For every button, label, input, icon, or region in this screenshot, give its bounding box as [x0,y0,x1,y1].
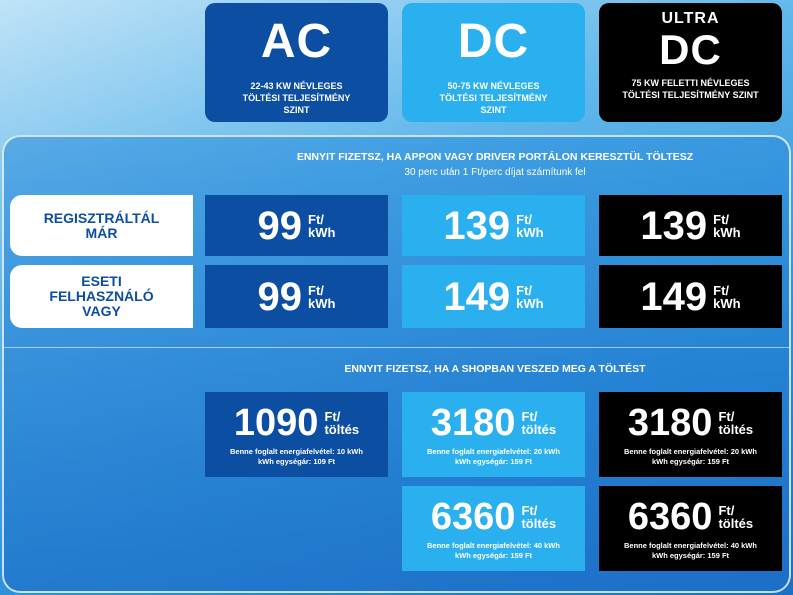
ultra-subtitle: 75 kW FELETTI NÉVLEGES TÖLTÉSI TELJESÍTM… [622,78,759,100]
price-ultra-registered: 139 Ft/kWh [599,195,782,256]
unit-bottom: kWh [516,295,544,311]
app-section-title: ENNYIT FIZETSZ, HA APPON VAGY DRIVER POR… [296,151,694,163]
price-ultra-occasional: 149 Ft/kWh [599,265,782,328]
price-value: 139 [640,203,708,248]
unit-top: Ft/ [516,211,533,227]
dc-subtitle: 50-75 kW NÉVLEGES TÖLTÉSI TELJESÍTMÉNY S… [439,81,548,115]
row-label-occasional: ESETI FELHASZNÁLÓ VAGY [10,265,193,328]
ac-subtitle: 22-43 kW NÉVLEGES TÖLTÉSI TELJESÍTMÉNY S… [242,81,351,115]
unit-bottom: töltés [521,422,557,437]
row2-label-line1: ESETI [81,273,122,289]
row2-label-line2: FELHASZNÁLÓ [49,288,154,304]
unit-top: Ft/ [718,503,735,518]
price-value: 99 [257,203,303,248]
unit-top: Ft/ [521,409,538,424]
shop-ultra-card-1: 3180 Ft/töltés Benne foglalt energiafelv… [599,392,782,477]
unit-bottom: kWh [308,295,336,311]
shop-energy: Benne foglalt energiafelvétel: 40 kWh [624,541,757,550]
shop-energy: Benne foglalt energiafelvétel: 10 kWh [230,447,363,456]
shop-price: 3180 [430,402,516,444]
shop-unit-price: kWh egységár: 159 Ft [454,551,533,560]
ac-header-card: AC 22-43 kW NÉVLEGES TÖLTÉSI TELJESÍTMÉN… [205,3,388,122]
row1-label-line2: MÁR [85,224,118,241]
row-label-registered: REGISZTRÁLTÁL MÁR [10,195,193,256]
unit-top: Ft/ [713,282,730,298]
price-value: 99 [257,274,303,319]
price-dc-registered: 139 Ft/kWh [402,195,585,256]
price-ac-registered: 99 Ft/kWh [205,195,388,256]
shop-price: 6360 [430,496,516,538]
shop-dc-card-1: 3180 Ft/töltés Benne foglalt energiafelv… [402,392,585,477]
price-value: 139 [443,203,511,248]
shop-energy: Benne foglalt energiafelvétel: 20 kWh [624,447,757,456]
dc-header-card: DC 50-75 kW NÉVLEGES TÖLTÉSI TELJESÍTMÉN… [402,3,585,122]
unit-bottom: kWh [516,224,544,240]
shop-unit-price: kWh egységár: 159 Ft [454,457,533,466]
unit-bottom: kWh [713,295,741,311]
price-value: 149 [640,274,708,319]
ultra-prefix: ULTRA [661,10,720,27]
price-ac-occasional: 99 Ft/kWh [205,265,388,328]
ultra-header-card: ULTRA DC 75 kW FELETTI NÉVLEGES TÖLTÉSI … [599,3,782,122]
unit-bottom: töltés [521,516,557,531]
shop-unit-price: kWh egységár: 109 Ft [257,457,336,466]
row1-label-line1: REGISZTRÁLTÁL [43,209,160,226]
unit-top: Ft/ [308,282,324,298]
shop-dc-card-2: 6360 Ft/töltés Benne foglalt energiafelv… [402,486,585,571]
shop-section-title: ENNYIT FIZETSZ, HA A SHOPBAN VESZED MEG … [344,363,646,375]
ultra-title: DC [659,26,722,73]
price-value: 149 [443,274,511,319]
unit-top: Ft/ [713,211,730,227]
shop-energy: Benne foglalt energiafelvétel: 40 kWh [427,541,560,550]
unit-bottom: töltés [718,422,754,437]
shop-unit-price: kWh egységár: 159 Ft [651,457,730,466]
unit-bottom: töltés [324,422,360,437]
app-section-subtitle: 30 perc után 1 Ft/perc díjat számítunk f… [404,167,586,178]
price-dc-occasional: 149 Ft/kWh [402,265,585,328]
section-divider [4,347,789,348]
unit-top: Ft/ [521,503,538,518]
shop-unit-price: kWh egységár: 159 Ft [651,551,730,560]
unit-bottom: kWh [308,224,336,240]
unit-top: Ft/ [324,409,341,424]
row2-label-line3: VAGY [82,303,121,319]
shop-price: 1090 [233,402,319,444]
unit-top: Ft/ [718,409,735,424]
shop-ultra-card-2: 6360 Ft/töltés Benne foglalt energiafelv… [599,486,782,571]
shop-energy: Benne foglalt energiafelvétel: 20 kWh [427,447,560,456]
unit-top: Ft/ [516,282,533,298]
shop-ac-card: 1090 Ft/töltés Benne foglalt energiafelv… [205,392,388,477]
ac-title: AC [260,15,333,68]
shop-price: 3180 [627,402,713,444]
dc-title: DC [457,15,530,68]
unit-bottom: kWh [713,224,741,240]
unit-top: Ft/ [308,211,324,227]
unit-bottom: töltés [718,516,754,531]
shop-price: 6360 [627,496,713,538]
